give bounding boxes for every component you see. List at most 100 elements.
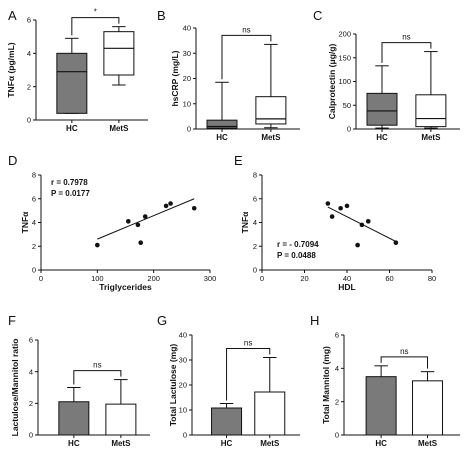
panel-letter: H	[310, 313, 319, 328]
panel-letter: E	[234, 153, 243, 168]
y-tick-label: 4	[253, 218, 257, 227]
bar-hc	[365, 376, 397, 436]
y-tick-label: 2	[32, 242, 36, 251]
y-tick-label: 6	[27, 16, 31, 25]
x-tick-label: 0	[39, 274, 43, 283]
panel-letter: F	[8, 313, 16, 328]
panel-d: D 0 2 4 6 8 TNFα 0 100 200 300 Triglycerides r = 0.7…	[8, 153, 216, 292]
significance-label: ns	[400, 347, 408, 356]
y-tick-label: 0	[183, 431, 187, 440]
x-tick-label: 40	[343, 274, 351, 283]
data-point	[135, 222, 141, 228]
panel-a: A 0 2 4 6 TNFα (pg/mL) HC MetS *	[6, 8, 148, 133]
y-tick-label: 20	[179, 381, 187, 390]
y-tick-label: 50	[343, 101, 351, 110]
y-tick-label: 0	[29, 431, 33, 440]
y-tick-label: 10	[183, 99, 191, 108]
box-hc	[206, 119, 238, 129]
significance-bracket	[226, 348, 271, 401]
y-tick-label: 8	[253, 171, 257, 180]
box-mets	[255, 96, 287, 125]
panel-f: F 0 2 4 6 Lactulose/Mannitol ratio HC MetS ns	[8, 313, 150, 448]
y-axis-label: TNFα	[240, 211, 250, 234]
bar-mets	[412, 380, 444, 436]
y-axis-label: hsCRP (mg/L)	[170, 50, 180, 106]
x-tick-label: 100	[91, 274, 104, 283]
bar-hc	[58, 401, 90, 436]
significance-bracket	[71, 17, 120, 36]
significance-label: *	[94, 8, 97, 17]
data-point	[95, 242, 100, 248]
y-tick-label: 20	[183, 74, 191, 83]
data-point	[344, 203, 350, 209]
p-value: P = 0.0177	[51, 189, 90, 198]
significance-bracket	[73, 370, 122, 385]
significance-label: ns	[242, 25, 250, 34]
x-axis-label: HDL	[338, 282, 355, 292]
correlation-r: r = - 0.7094	[277, 240, 319, 249]
y-tick-label: 30	[183, 49, 191, 58]
y-axis-label: Total Mannitol (mg)	[321, 346, 331, 424]
panel-letter: B	[157, 8, 166, 23]
y-tick-label: 2	[253, 242, 257, 251]
y-tick-label: 40	[183, 24, 191, 33]
y-tick-label: 6	[29, 336, 33, 345]
data-point	[329, 214, 335, 219]
y-tick-label: 0	[253, 266, 257, 275]
panel-letter: G	[157, 313, 167, 328]
y-tick-label: 200	[338, 30, 351, 39]
y-tick-label: 6	[253, 194, 257, 203]
category-label: MetS	[418, 439, 438, 448]
regression-line	[97, 198, 195, 240]
y-axis-label: Total Lactulose (mg)	[168, 344, 178, 427]
y-tick-label: 40	[179, 331, 187, 340]
data-point	[355, 242, 360, 248]
y-tick-label: 0	[335, 431, 339, 440]
category-label: HC	[68, 439, 80, 448]
x-tick-label: 20	[300, 274, 308, 283]
category-label: HC	[66, 124, 78, 133]
box-hc	[56, 52, 88, 114]
box-mets	[103, 31, 135, 76]
significance-bracket	[221, 34, 272, 80]
data-point	[142, 214, 148, 219]
box-hc	[366, 92, 398, 126]
significance-bracket	[381, 42, 432, 63]
category-label: HC	[376, 133, 388, 142]
x-axis-label: Triglycerides	[99, 282, 152, 292]
y-tick-label: 0	[32, 266, 36, 275]
significance-label: ns	[244, 339, 252, 348]
x-tick-label: 200	[147, 274, 160, 283]
significance-label: ns	[402, 33, 410, 42]
data-point	[338, 205, 343, 211]
data-point	[126, 219, 131, 224]
category-label: MetS	[421, 133, 441, 142]
data-point	[163, 203, 169, 209]
panel-b: B 0 10 20 30 40 hsCRP (mg/L) HC MetS ns	[157, 8, 300, 142]
bar-mets	[254, 391, 286, 436]
y-tick-label: 6	[335, 331, 339, 340]
y-tick-label: 4	[27, 49, 31, 58]
panel-e: E 0 2 4 6 8 TNFα 0 20 40 60 80 HDL r = - 0.7094 P = 0.…	[234, 153, 436, 292]
panel-h: H 0 2 4 6 Total Mannitol (mg) HC MetS ns	[310, 313, 460, 448]
bar-hc	[211, 407, 243, 436]
panel-letter: A	[8, 8, 17, 23]
data-point	[393, 240, 399, 245]
box-mets	[415, 94, 447, 128]
y-axis-label: TNFα (pg/mL)	[6, 42, 16, 97]
y-tick-label: 0	[187, 125, 191, 134]
y-tick-label: 2	[27, 82, 31, 91]
category-label: MetS	[261, 133, 281, 142]
data-point	[325, 201, 331, 206]
x-tick-label: 60	[385, 274, 393, 283]
bar-mets	[105, 403, 137, 436]
x-tick-label: 80	[428, 274, 436, 283]
data-point	[138, 240, 144, 245]
panel-letter: D	[8, 153, 17, 168]
y-tick-label: 100	[338, 77, 351, 86]
category-label: MetS	[260, 439, 280, 448]
correlation-r: r = 0.7978	[51, 178, 88, 187]
data-point	[191, 205, 197, 211]
